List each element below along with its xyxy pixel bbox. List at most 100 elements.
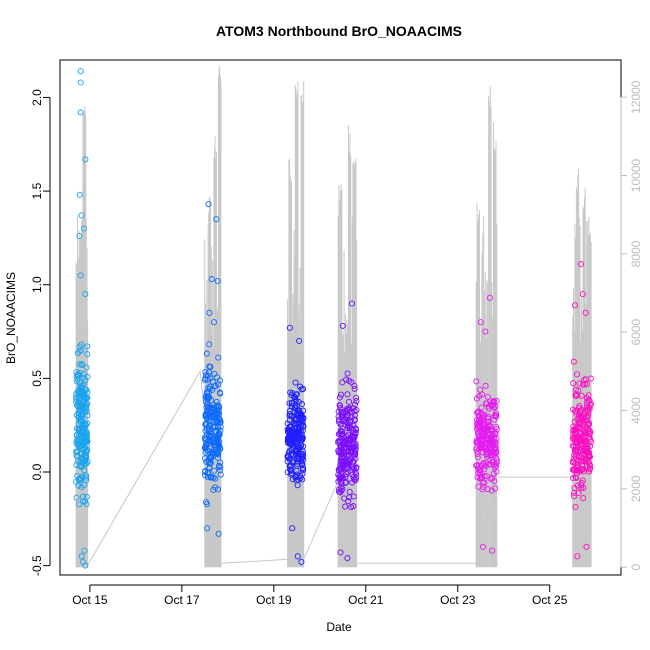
data-point <box>83 428 90 435</box>
data-point <box>201 468 209 475</box>
data-point <box>83 477 90 484</box>
data-point <box>75 420 82 427</box>
data-point <box>83 493 90 500</box>
data-point <box>478 391 486 398</box>
data-point <box>202 421 209 428</box>
data-point <box>578 392 585 399</box>
data-point <box>585 468 593 475</box>
data-point <box>347 436 354 443</box>
data-point <box>576 466 584 473</box>
data-point <box>570 380 577 387</box>
data-point <box>204 525 211 532</box>
data-point <box>478 410 485 417</box>
y-tick-label: 1.5 <box>30 182 44 199</box>
data-point <box>493 425 500 433</box>
data-point <box>204 401 211 408</box>
x-tick-label: Oct 21 <box>348 593 384 607</box>
data-point <box>209 378 216 385</box>
data-point <box>570 467 578 474</box>
y-right-tick-label: 4000 <box>629 397 643 424</box>
data-point <box>206 422 213 429</box>
data-point <box>583 438 590 445</box>
chart-title: ATOM3 Northbound BrO_NOAACIMS <box>216 23 462 39</box>
data-point <box>341 495 348 502</box>
data-point <box>80 409 87 416</box>
data-point <box>351 401 359 408</box>
x-axis: Oct 15 Oct 17 Oct 19 Oct 21 Oct 23 Oct 25 <box>72 584 568 607</box>
data-point <box>287 423 294 430</box>
data-point <box>571 493 578 500</box>
data-point <box>76 361 83 368</box>
data-point <box>205 458 212 465</box>
data-point <box>77 272 84 279</box>
data-point <box>202 376 209 383</box>
data-point <box>478 462 485 470</box>
data-point <box>78 341 85 348</box>
data-point <box>353 398 360 405</box>
data-point <box>479 433 486 440</box>
data-point <box>80 225 87 232</box>
data-point <box>287 440 294 448</box>
data-point <box>76 379 83 386</box>
data-point <box>288 451 295 458</box>
data-point <box>490 398 497 405</box>
data-point <box>82 291 89 298</box>
data-point <box>582 456 590 464</box>
data-point <box>586 434 593 441</box>
data-point <box>492 485 499 492</box>
y-tick-label: 1.0 <box>30 276 44 293</box>
data-point <box>484 447 491 454</box>
data-point <box>299 476 306 483</box>
data-point <box>295 428 302 435</box>
y-tick-label: 0.5 <box>30 370 44 387</box>
data-point <box>344 405 351 412</box>
data-point <box>294 458 301 465</box>
data-point <box>215 432 222 439</box>
series-flight-1 <box>73 68 91 569</box>
data-point <box>574 553 581 560</box>
data-point <box>297 472 304 479</box>
y-right-tick-label: 12000 <box>629 80 643 114</box>
x-tick-label: Oct 23 <box>440 593 476 607</box>
data-point <box>579 291 586 298</box>
data-point <box>346 423 353 430</box>
data-point <box>337 549 344 556</box>
data-point <box>76 232 83 240</box>
data-point <box>339 454 346 461</box>
data-point <box>486 441 493 449</box>
data-point <box>571 485 578 492</box>
data-point <box>573 438 580 445</box>
data-point <box>215 444 222 451</box>
data-point <box>492 449 499 456</box>
data-point <box>289 525 296 532</box>
data-point <box>352 477 359 484</box>
data-point <box>83 431 90 438</box>
altitude-spikes-4 <box>337 125 358 568</box>
data-point <box>293 391 300 398</box>
data-point <box>285 452 292 459</box>
data-point <box>73 378 80 385</box>
data-point <box>204 438 211 445</box>
data-point <box>77 79 84 86</box>
y-right-tick-label: 0 <box>629 564 643 571</box>
data-point <box>577 441 584 448</box>
data-point <box>337 464 344 471</box>
data-point <box>298 411 305 418</box>
data-point <box>351 385 358 392</box>
data-point <box>580 495 587 502</box>
data-point <box>298 558 305 565</box>
data-point <box>585 410 592 417</box>
data-point <box>345 398 353 405</box>
data-point <box>482 382 489 389</box>
data-point <box>485 415 492 422</box>
data-point <box>76 348 83 355</box>
data-point <box>350 503 357 510</box>
data-point <box>78 385 85 392</box>
data-point <box>481 479 488 486</box>
data-point <box>586 453 594 460</box>
data-point <box>336 473 343 480</box>
data-point <box>296 425 303 432</box>
data-point <box>489 430 496 438</box>
data-point <box>215 530 222 537</box>
data-point <box>574 371 581 378</box>
